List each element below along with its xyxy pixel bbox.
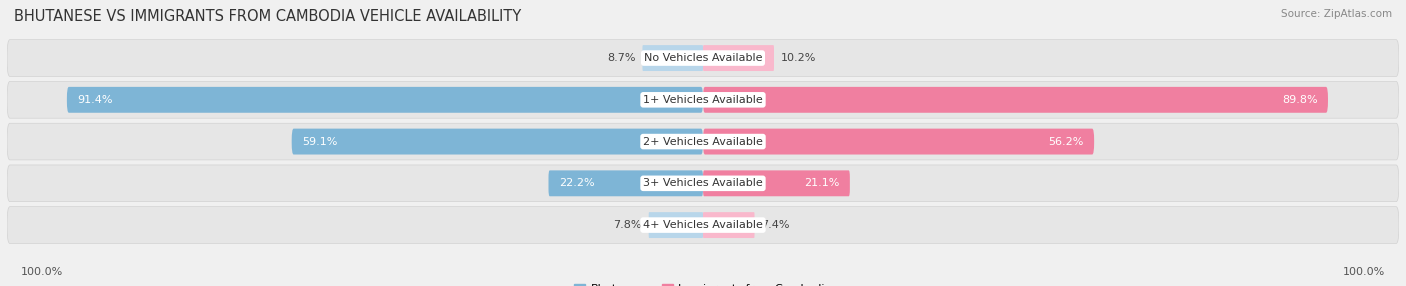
FancyBboxPatch shape [7,165,1399,202]
FancyBboxPatch shape [703,45,773,71]
FancyBboxPatch shape [7,207,1399,243]
Text: No Vehicles Available: No Vehicles Available [644,53,762,63]
FancyBboxPatch shape [703,212,755,238]
Text: 100.0%: 100.0% [1343,267,1385,277]
Text: 7.4%: 7.4% [762,220,790,230]
Text: 22.2%: 22.2% [560,178,595,188]
FancyBboxPatch shape [703,129,1094,154]
FancyBboxPatch shape [7,123,1399,160]
FancyBboxPatch shape [7,82,1399,118]
Legend: Bhutanese, Immigrants from Cambodia: Bhutanese, Immigrants from Cambodia [569,280,837,286]
Text: 7.8%: 7.8% [613,220,641,230]
Text: BHUTANESE VS IMMIGRANTS FROM CAMBODIA VEHICLE AVAILABILITY: BHUTANESE VS IMMIGRANTS FROM CAMBODIA VE… [14,9,522,23]
FancyBboxPatch shape [291,129,703,154]
Text: 2+ Vehicles Available: 2+ Vehicles Available [643,137,763,146]
Text: 89.8%: 89.8% [1282,95,1317,105]
FancyBboxPatch shape [643,45,703,71]
Text: 21.1%: 21.1% [804,178,839,188]
FancyBboxPatch shape [703,170,849,196]
Text: 59.1%: 59.1% [302,137,337,146]
FancyBboxPatch shape [548,170,703,196]
Text: 1+ Vehicles Available: 1+ Vehicles Available [643,95,763,105]
Text: 10.2%: 10.2% [780,53,817,63]
FancyBboxPatch shape [703,87,1329,113]
Text: 3+ Vehicles Available: 3+ Vehicles Available [643,178,763,188]
Text: 4+ Vehicles Available: 4+ Vehicles Available [643,220,763,230]
FancyBboxPatch shape [67,87,703,113]
Text: 91.4%: 91.4% [77,95,112,105]
Text: 56.2%: 56.2% [1049,137,1084,146]
Text: Source: ZipAtlas.com: Source: ZipAtlas.com [1281,9,1392,19]
FancyBboxPatch shape [7,40,1399,76]
Text: 100.0%: 100.0% [21,267,63,277]
Text: 8.7%: 8.7% [607,53,636,63]
FancyBboxPatch shape [648,212,703,238]
